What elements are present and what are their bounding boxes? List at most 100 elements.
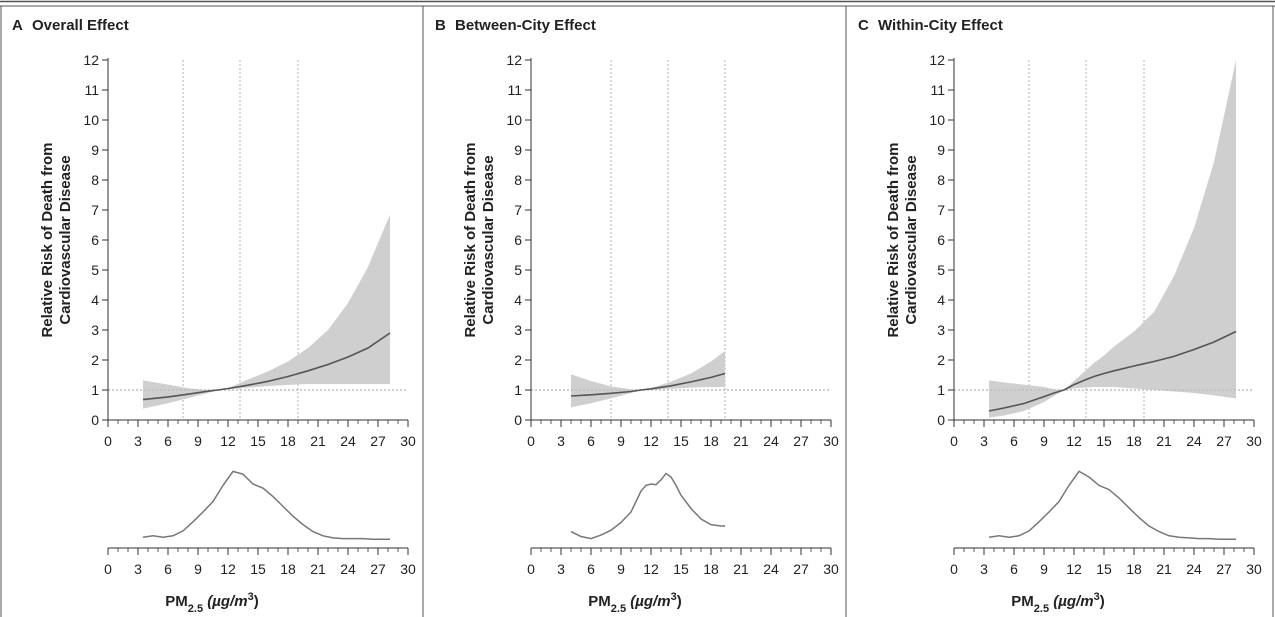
x-axis-title-sup: 3	[671, 591, 677, 603]
x-tick-label: 12	[1066, 433, 1082, 449]
panel-letter: A	[12, 17, 23, 34]
density-x-tick-label: 3	[134, 561, 142, 577]
density-curve	[570, 472, 725, 540]
y-tick-label: 11	[930, 82, 945, 98]
y-tick-label: 6	[937, 232, 945, 248]
x-tick-label: 9	[1040, 433, 1048, 449]
y-tick-label: 0	[514, 412, 522, 428]
y-tick-label: 10	[83, 112, 99, 128]
x-tick-label: 30	[823, 433, 839, 449]
density-x-tick-label: 6	[164, 561, 172, 577]
density-x-tick-label: 21	[310, 561, 326, 577]
x-tick-label: 15	[673, 433, 689, 449]
confidence-band	[989, 60, 1236, 418]
y-tick-label: 12	[929, 52, 945, 68]
y-tick-label: 12	[506, 52, 522, 68]
panel-between-city-effect: B Between-City Effect Relative Risk of Dea…	[435, 17, 839, 615]
x-axis-title-main: PM	[165, 593, 188, 610]
y-tick-label: 4	[937, 292, 945, 308]
x-tick-label: 21	[1156, 433, 1172, 449]
x-tick-label: 12	[220, 433, 236, 449]
density-x-tick-label: 6	[587, 561, 595, 577]
density-x-tick-label: 15	[250, 561, 266, 577]
x-tick-label: 27	[793, 433, 809, 449]
y-axis-title-line1: Relative Risk of Death from	[885, 142, 902, 337]
density-x-tick-label: 27	[1216, 561, 1232, 577]
x-tick-label: 30	[400, 433, 416, 449]
x-axis-title-unit: (µg/m	[1049, 593, 1093, 610]
y-tick-label: 4	[514, 292, 522, 308]
y-tick-label: 6	[91, 232, 99, 248]
density-x-tick-label: 0	[527, 561, 535, 577]
y-tick-label: 4	[91, 292, 99, 308]
density-curve	[142, 470, 390, 541]
x-axis-title-sub: 2.5	[1034, 603, 1049, 615]
density-x-tick-label: 12	[1066, 561, 1082, 577]
y-tick-label: 9	[514, 142, 522, 158]
density-x-tick-label: 24	[763, 561, 779, 577]
x-tick-label: 21	[733, 433, 749, 449]
y-tick-label: 6	[514, 232, 522, 248]
x-tick-label: 21	[310, 433, 326, 449]
x-axis-title: PM2.5 (µg/m3)	[165, 591, 258, 615]
panel-letter: C	[858, 17, 869, 34]
x-tick-label: 9	[617, 433, 625, 449]
panel-title: Overall Effect	[32, 17, 129, 34]
density-x-tick-label: 27	[793, 561, 809, 577]
y-tick-label: 3	[937, 322, 945, 338]
y-tick-label: 2	[514, 352, 522, 368]
x-tick-label: 3	[980, 433, 988, 449]
y-tick-label: 0	[91, 412, 99, 428]
y-tick-label: 2	[937, 352, 945, 368]
panel-letter: B	[435, 17, 446, 34]
x-axis-title-close: )	[254, 593, 259, 610]
x-axis-title-main: PM	[1011, 593, 1034, 610]
y-tick-label: 8	[514, 172, 522, 188]
y-axis-title-line2: Cardiovascular Disease	[903, 155, 920, 324]
panel-title: Within-City Effect	[878, 17, 1003, 34]
x-tick-label: 0	[104, 433, 112, 449]
density-x-tick-label: 9	[617, 561, 625, 577]
relative-risk-line	[570, 372, 726, 397]
y-tick-label: 12	[83, 52, 99, 68]
density-x-tick-label: 30	[400, 561, 416, 577]
density-x-tick-label: 15	[1096, 561, 1112, 577]
y-tick-label: 7	[514, 202, 522, 218]
y-tick-label: 3	[514, 322, 522, 338]
x-axis-title-sup: 3	[1094, 591, 1100, 603]
density-x-tick-label: 3	[980, 561, 988, 577]
x-tick-label: 15	[1096, 433, 1112, 449]
x-tick-label: 24	[340, 433, 356, 449]
y-tick-label: 10	[506, 112, 522, 128]
y-tick-label: 2	[91, 352, 99, 368]
relative-risk-line	[142, 332, 391, 401]
x-tick-label: 18	[703, 433, 719, 449]
y-axis-title-line2: Cardiovascular Disease	[480, 155, 497, 324]
y-tick-label: 10	[929, 112, 945, 128]
density-x-tick-label: 21	[733, 561, 749, 577]
density-x-tick-label: 0	[104, 561, 112, 577]
x-tick-label: 6	[164, 433, 172, 449]
y-tick-label: 7	[91, 202, 99, 218]
density-x-tick-label: 0	[950, 561, 958, 577]
density-x-tick-label: 30	[823, 561, 839, 577]
y-tick-label: 5	[937, 262, 945, 278]
x-axis-title-main: PM	[588, 593, 611, 610]
x-axis-title-close: )	[677, 593, 682, 610]
x-tick-label: 27	[370, 433, 386, 449]
x-tick-label: 3	[557, 433, 565, 449]
y-tick-label: 3	[91, 322, 99, 338]
y-tick-label: 11	[84, 82, 99, 98]
y-tick-label: 1	[937, 382, 945, 398]
x-tick-label: 6	[1010, 433, 1018, 449]
x-tick-label: 27	[1216, 433, 1232, 449]
density-x-tick-label: 15	[673, 561, 689, 577]
density-x-tick-label: 6	[1010, 561, 1018, 577]
y-axis-title-line1: Relative Risk of Death from	[39, 142, 56, 337]
relative-risk-line	[988, 330, 1237, 412]
x-axis-title-sub: 2.5	[188, 603, 203, 615]
x-tick-label: 24	[763, 433, 779, 449]
x-tick-label: 24	[1186, 433, 1202, 449]
panel-overall-effect: A Overall Effect Relative Risk of Death fr…	[12, 17, 416, 615]
